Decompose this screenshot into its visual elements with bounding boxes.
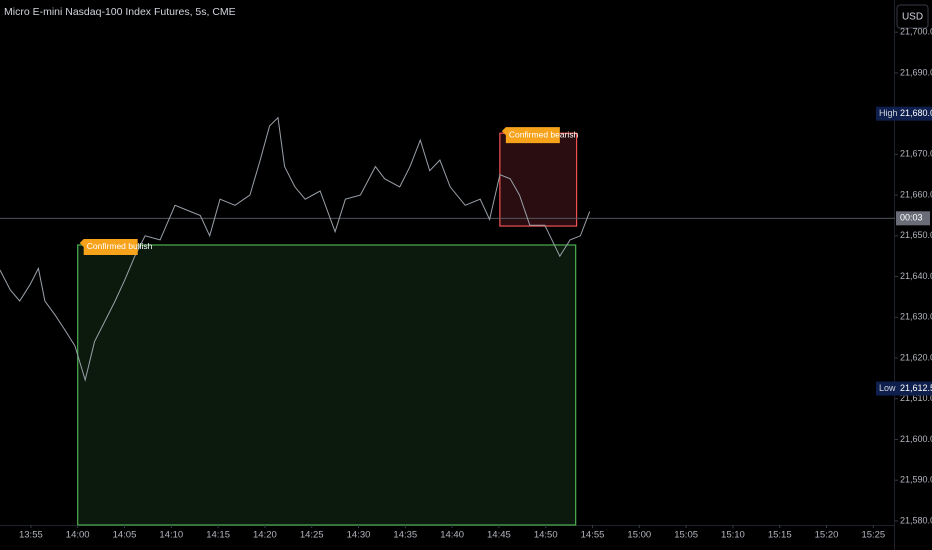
- y-tick-label: 21,640.00: [900, 271, 932, 281]
- x-tick-label: 14:55: [581, 530, 605, 541]
- marker-bg: [876, 381, 932, 396]
- x-tick-label: 15:20: [815, 530, 839, 541]
- x-tick-label: 13:55: [19, 530, 43, 541]
- x-tick-label: 14:15: [206, 530, 230, 541]
- x-tick-label: 14:30: [347, 530, 371, 541]
- chart-title: Micro E-mini Nasdaq-100 Index Futures, 5…: [4, 6, 236, 18]
- y-tick-label: 21,700.00: [900, 27, 932, 37]
- zone-label: Confirmed bearish: [509, 129, 579, 139]
- x-tick-label: 14:45: [487, 530, 511, 541]
- zone-label-bg: [79, 238, 138, 255]
- marker-bg: [876, 106, 932, 121]
- marker-value: 21,680.00: [900, 108, 932, 118]
- price-line: [0, 116, 591, 382]
- x-tick-label: 14:50: [534, 530, 558, 541]
- x-tick-label: 15:05: [674, 530, 698, 541]
- x-tick-label: 15:00: [627, 530, 651, 541]
- x-tick-label: 14:10: [159, 530, 183, 541]
- y-tick-label: 21,690.00: [900, 67, 932, 77]
- x-tick-label: 14:20: [253, 530, 277, 541]
- zone-box: [499, 132, 578, 227]
- y-tick-label: 21,650.00: [900, 230, 932, 240]
- marker-value: 21,612.50: [900, 383, 932, 393]
- x-tick-label: 14:25: [300, 530, 324, 541]
- x-tick-label: 15:15: [768, 530, 792, 541]
- y-tick-label: 21,580.00: [900, 515, 932, 525]
- current-price-bg: [896, 211, 930, 226]
- x-tick-label: 14:05: [113, 530, 137, 541]
- x-tick-label: 14:00: [66, 530, 90, 541]
- y-tick-label: 21,630.00: [900, 312, 932, 322]
- zone-box: [77, 244, 577, 526]
- y-tick-label: 21,620.00: [900, 352, 932, 362]
- y-tick-label: 21,590.00: [900, 475, 932, 485]
- zone-label: Confirmed bullish: [87, 241, 153, 251]
- y-tick-label: 21,660.00: [900, 189, 932, 199]
- currency-button[interactable]: [896, 4, 929, 29]
- current-price-label: 00:03: [900, 213, 923, 223]
- currency-label[interactable]: USD: [902, 12, 923, 23]
- x-tick-label: 14:35: [393, 530, 417, 541]
- y-tick-label: 21,600.00: [900, 434, 932, 444]
- y-tick-label: 21,670.00: [900, 149, 932, 159]
- marker-label: Low: [879, 383, 896, 393]
- zone-label-bg: [501, 127, 560, 144]
- y-tick-label: 21,610.00: [900, 393, 932, 403]
- marker-label: High: [879, 108, 898, 118]
- x-tick-label: 15:25: [861, 530, 885, 541]
- x-tick-label: 15:10: [721, 530, 745, 541]
- x-tick-label: 14:40: [440, 530, 464, 541]
